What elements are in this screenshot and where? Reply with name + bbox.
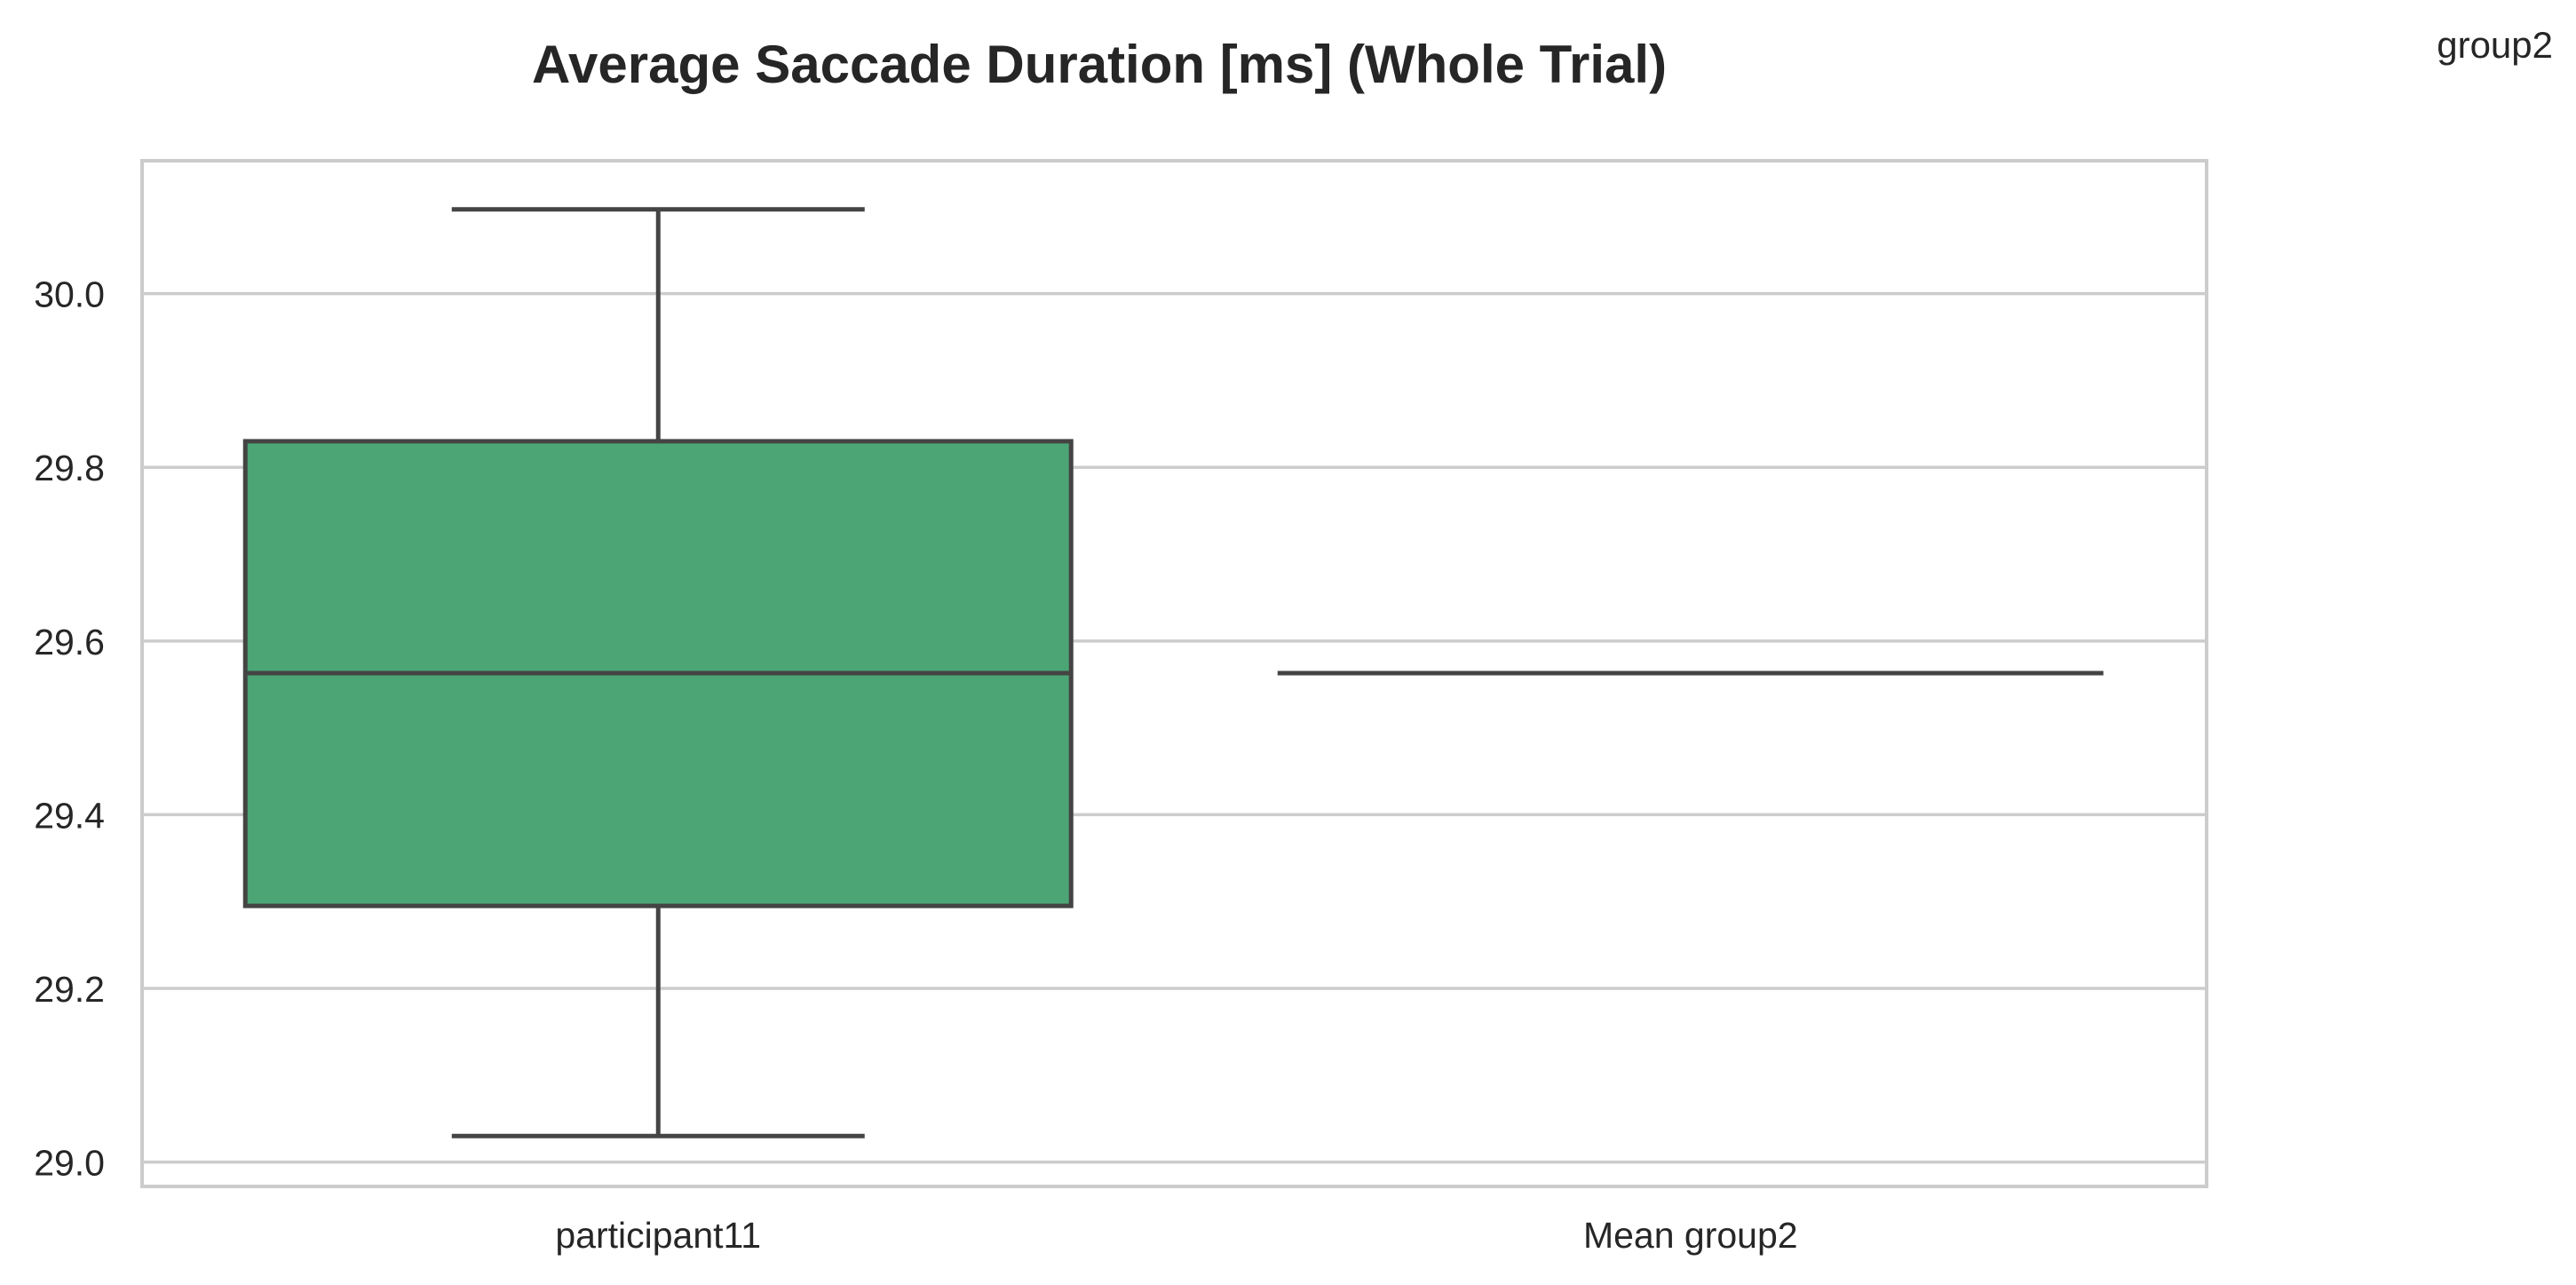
x-tick-label: Mean group2 <box>1583 1215 1798 1256</box>
y-tick-label: 29.0 <box>34 1143 105 1184</box>
y-tick-label: 29.6 <box>34 622 105 662</box>
plot-frame <box>140 159 2208 1188</box>
y-tick-label: 29.2 <box>34 969 105 1010</box>
y-tick-labels: 29.0 29.2 29.4 29.6 29.8 30.0 <box>34 274 105 1184</box>
corner-label: group2 <box>2437 24 2553 66</box>
x-tick-label: participant11 <box>555 1215 761 1256</box>
y-tick-label: 29.4 <box>34 795 105 836</box>
x-tick-labels: participant11 Mean group2 <box>555 1215 1797 1256</box>
y-tick-label: 29.8 <box>34 448 105 488</box>
boxes <box>242 207 2104 1138</box>
box-0 <box>242 207 1074 1138</box>
y-tick-label: 30.0 <box>34 274 105 315</box>
chart-title: Average Saccade Duration [ms] (Whole Tri… <box>532 35 1667 94</box>
